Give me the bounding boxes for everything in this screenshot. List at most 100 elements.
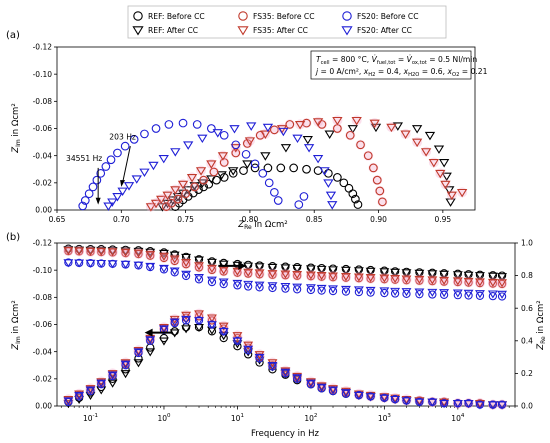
panel-a-point: [433, 145, 445, 154]
panel-b-point: [401, 269, 412, 278]
panel-a-point: [173, 194, 183, 204]
panel-a-xtick-label: 0.95: [434, 215, 451, 224]
panel-b-point: [453, 291, 462, 300]
panel-a-point: [278, 127, 289, 137]
legend-label-fs20-after-cc: FS20: After CC: [357, 26, 412, 35]
panel-b-point: [255, 283, 264, 292]
panel-b-point: [232, 267, 243, 276]
panel-b-point: [85, 259, 96, 268]
panel-b-y2label: ZRe in Ωcm²: [536, 300, 547, 350]
panel-b-point: [305, 378, 316, 387]
panel-a-xlabel: ZRe in Ωcm²: [237, 220, 287, 231]
panel-b-point: [487, 401, 498, 410]
panel-b-point: [85, 385, 96, 394]
panel-b-point: [497, 279, 508, 288]
panel-b-point: [328, 386, 338, 395]
panel-a-point: [231, 140, 241, 150]
panel-b-point: [380, 275, 389, 284]
panel-b-point: [414, 269, 425, 278]
panel-a-xtick-label: 0.90: [370, 215, 387, 224]
panel-b-point: [414, 288, 425, 297]
panel-b-point: [439, 277, 449, 286]
panel-b-point: [328, 273, 338, 282]
panel-b-point: [232, 332, 243, 341]
panel-a-point: [96, 168, 106, 178]
panel-b-point: [353, 391, 364, 400]
panel-a-point: [258, 168, 268, 178]
panel-b-point: [159, 264, 169, 273]
panel-b-point: [96, 247, 107, 256]
panel-b-point: [181, 271, 191, 281]
panel-b-point: [207, 276, 217, 285]
panel-a-point: [212, 129, 223, 138]
panel-b-point: [207, 264, 217, 273]
panel-b-point: [63, 395, 74, 405]
panel-a-point: [206, 175, 217, 184]
panel-b-point: [354, 265, 364, 274]
panel-b-point: [133, 347, 144, 356]
panel-b-point: [280, 370, 291, 379]
panel-b-point: [341, 273, 351, 282]
panel-b-point: [475, 290, 485, 299]
panel-a-xtick-label: 0.70: [113, 215, 130, 224]
panel-b-point: [475, 278, 485, 287]
panel-b-point: [267, 361, 278, 371]
panel-a-point: [438, 159, 450, 168]
panel-b-point: [280, 264, 291, 273]
panel-b-point: [401, 397, 412, 406]
panel-a-point: [444, 186, 455, 195]
panel-b-point: [353, 286, 364, 295]
panel-b-point: [390, 289, 400, 298]
panel-b-zre-series-fs20-before-cc: [64, 258, 507, 301]
panel-b-point: [194, 312, 204, 321]
legend-marker-fs20-before-cc: [342, 11, 352, 21]
panel-b-point: [194, 262, 204, 271]
panel-a-point: [158, 154, 169, 164]
panel-a-point: [456, 188, 468, 198]
panel-b-point: [194, 263, 204, 272]
panel-a-point: [172, 193, 184, 202]
panel-b-point: [243, 280, 254, 289]
panel-b-point: [292, 264, 303, 273]
panel-b-point: [268, 283, 277, 293]
panel-a-point: [167, 196, 178, 205]
panel-a-point: [270, 125, 279, 135]
panel-b-point: [254, 269, 265, 278]
annotation-203hz-arrow: [122, 146, 131, 183]
panel-a-point: [151, 124, 161, 133]
panel-a-xtick-label: 0.85: [306, 215, 323, 224]
panel-a-point: [242, 160, 253, 169]
panel-b-point: [85, 247, 96, 256]
panel-b-zre-series-ref-after-cc: [63, 246, 508, 282]
panel-b-point: [463, 271, 474, 280]
panel-b-point: [390, 395, 401, 405]
panel-a-point: [294, 200, 304, 209]
panel-a-point: [250, 163, 260, 173]
panel-b-point: [133, 261, 144, 270]
panel-b-point: [169, 318, 180, 327]
panel-a-point: [239, 166, 248, 175]
panel-b-point: [306, 263, 316, 272]
panel-a-point: [369, 119, 380, 129]
annotation-203hz: 203 Hz: [109, 132, 136, 141]
panel-a-point: [192, 120, 202, 129]
panel-b-point: [107, 260, 118, 269]
panel-b-point: [328, 385, 338, 394]
panel-b-point: [107, 379, 118, 388]
panel-b-point: [328, 272, 338, 281]
panel-b-point: [497, 290, 508, 299]
panel-a-point: [324, 168, 333, 178]
panel-a-point: [369, 163, 378, 173]
panel-a-point: [392, 122, 403, 131]
panel-b-point: [427, 276, 438, 285]
panel-a-point: [112, 193, 123, 202]
panel-b-point: [233, 281, 242, 290]
panel-b-point: [244, 269, 253, 278]
panel-b-point: [145, 348, 156, 357]
panel-b-point: [497, 292, 507, 301]
panel-b-point: [379, 274, 390, 283]
panel-b-point: [366, 265, 375, 275]
panel-a-point: [292, 134, 303, 144]
panel-b-ytick-label: -0.02: [33, 374, 53, 383]
panel-b-point: [293, 285, 302, 294]
